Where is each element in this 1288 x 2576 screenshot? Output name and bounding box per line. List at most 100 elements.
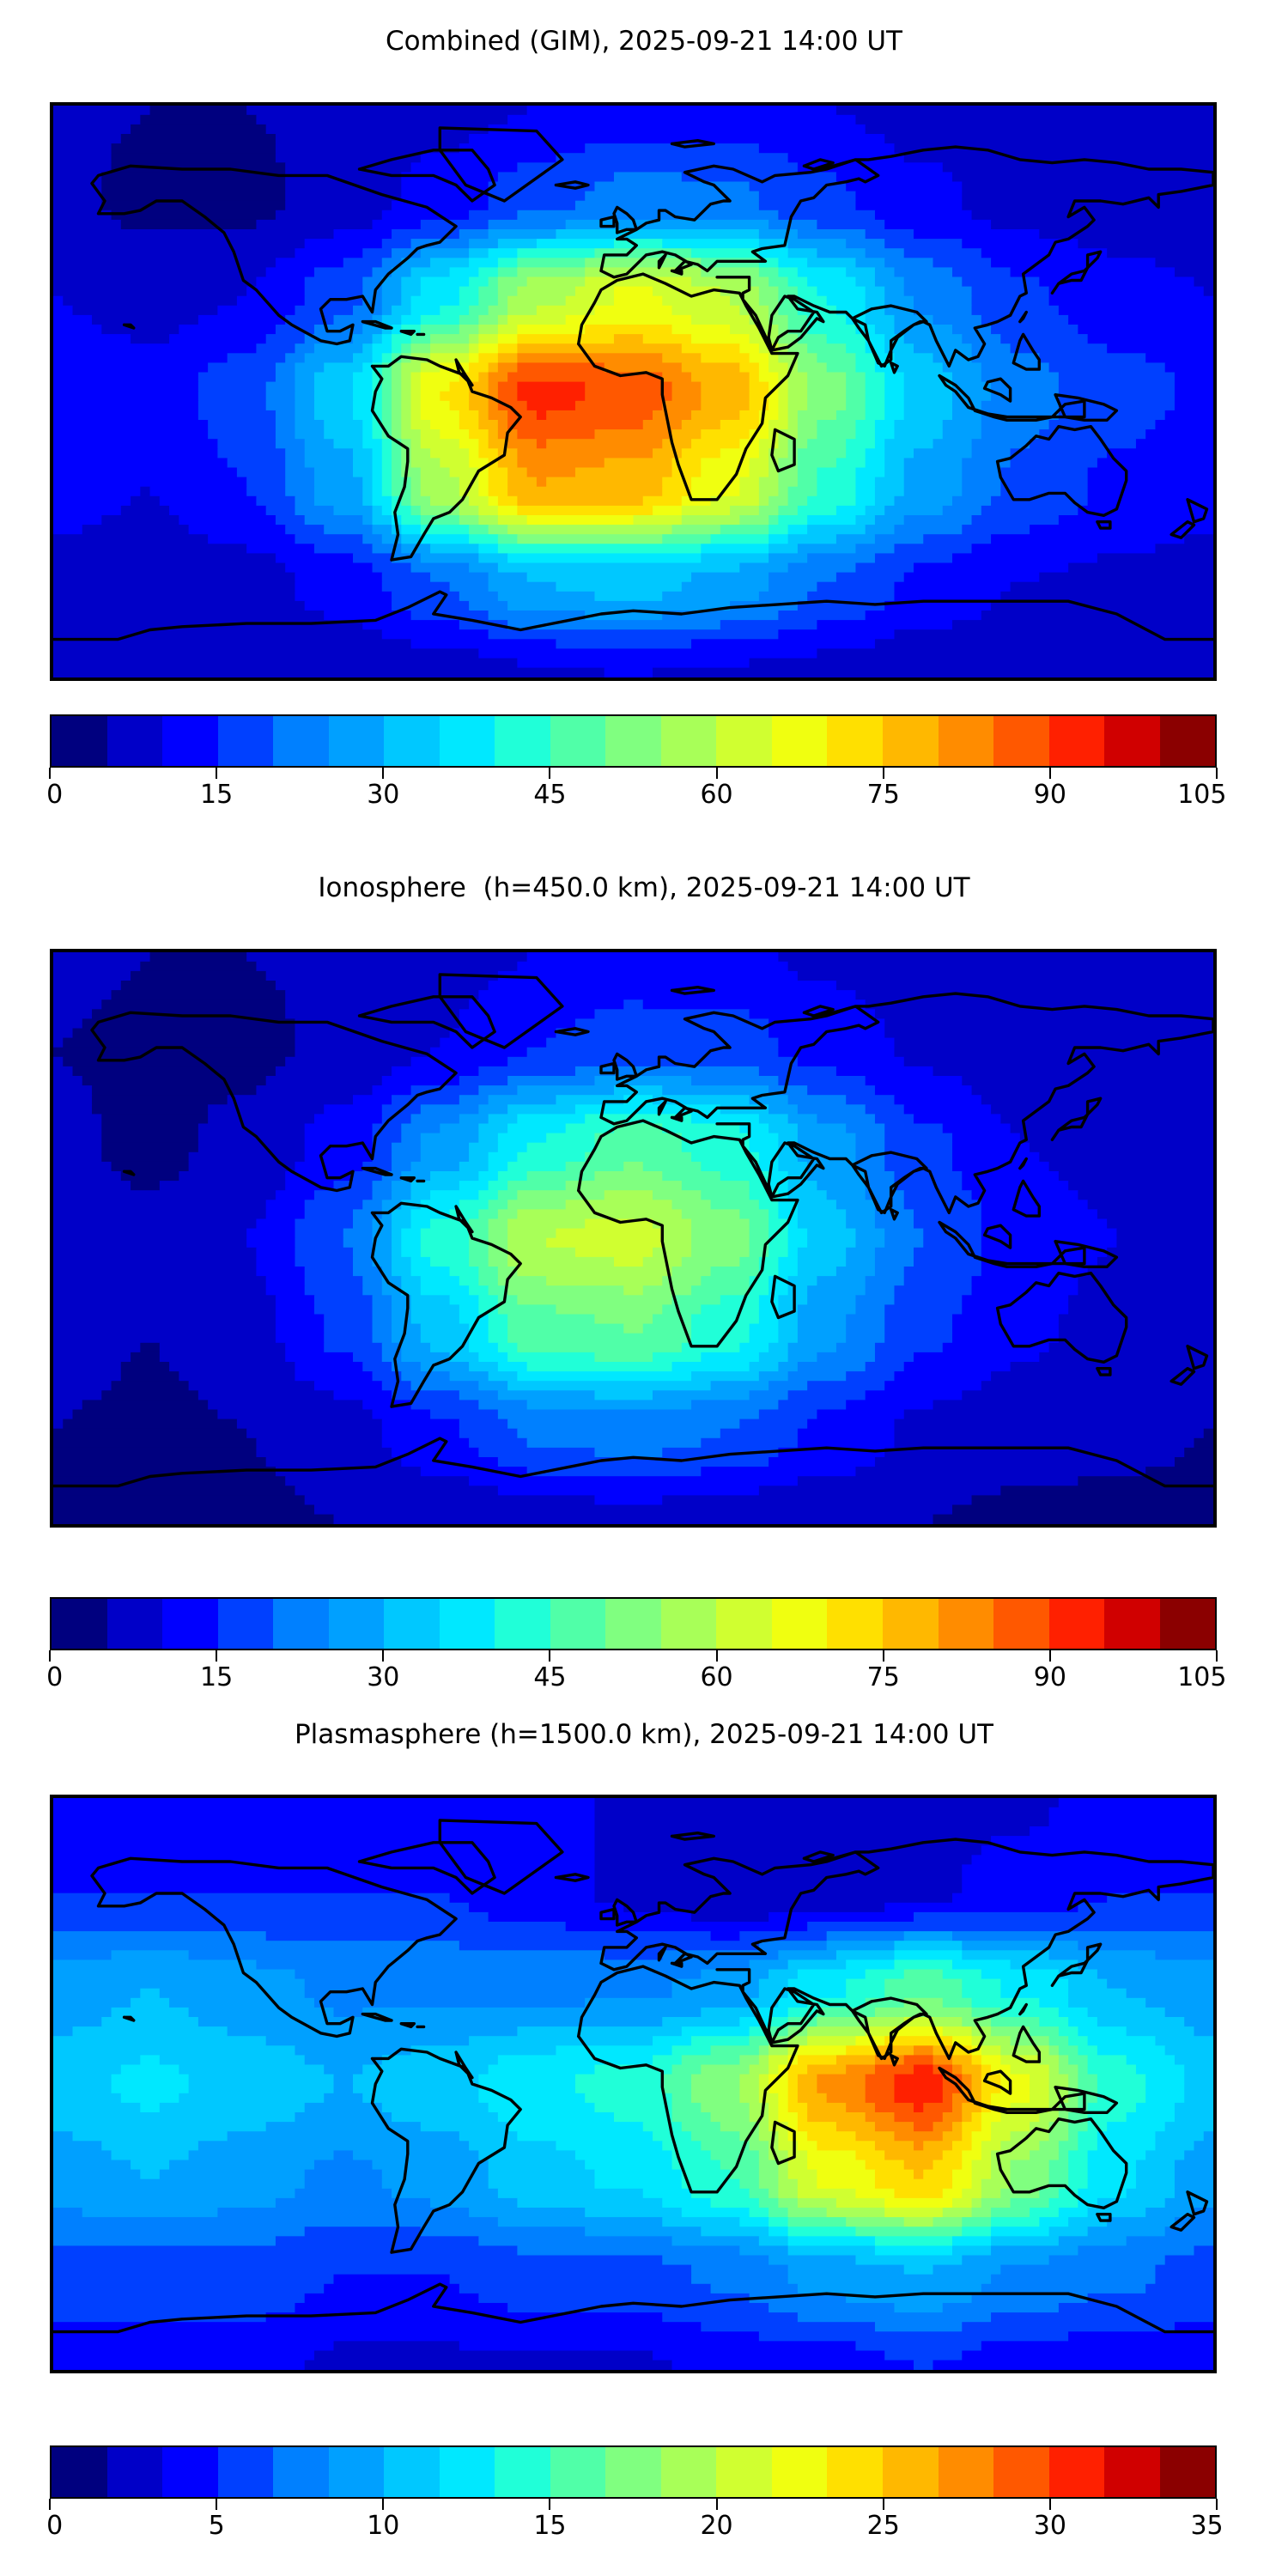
colorbar-band [328,716,385,766]
colorbar-tick-label: 0 [46,780,64,810]
colorbar-band [1104,2447,1160,2497]
colorbar-band [52,716,107,766]
colorbar-band [52,1599,107,1649]
colorbar-band [106,1599,163,1649]
colorbar-tick [1216,2499,1218,2510]
colorbar-band [1048,2447,1105,2497]
colorbar-tick [549,768,551,779]
colorbar-band [106,2447,163,2497]
colorbar-tick-label: 30 [367,780,400,810]
colorbar-band [1104,1599,1160,1649]
colorbar-tick-label: 90 [1033,1662,1066,1692]
colorbar-tick [216,2499,218,2510]
colorbar-tick-label: 25 [866,2511,900,2541]
contour-field-combined [53,106,1213,677]
colorbar-tick [382,768,385,779]
panel-title-plasmasphere: Plasmasphere (h=1500.0 km), 2025-09-21 1… [294,1719,993,1750]
colorbar-tick [715,768,718,779]
map-ionosphere [50,949,1217,1528]
coastlines-ionosphere [53,973,1213,1488]
colorbar-band [384,2447,440,2497]
contour-field-plasmasphere [53,1798,1213,2370]
colorbar-tick [49,1650,51,1662]
colorbar-tick-label: 5 [208,2511,225,2541]
colorbar-tick [1048,2499,1051,2510]
colorbar-tick [382,1650,385,1662]
coastlines-combined [53,126,1213,641]
colorbar-band [162,2447,218,2497]
colorbar-band [162,716,218,766]
colorbar-band [439,716,495,766]
colorbar-band [716,2447,772,2497]
colorbar-tick [549,2499,551,2510]
colorbar-band [827,1599,883,1649]
colorbar-tick-label: 0 [46,2511,64,2541]
colorbar-band [1104,716,1160,766]
colorbar-tick-label: 105 [1177,780,1227,810]
colorbar-tick [1216,1650,1218,1662]
colorbar-band [217,2447,274,2497]
colorbar-tick-label: 60 [700,1662,733,1692]
panel-title-ionosphere: Ionosphere (h=450.0 km), 2025-09-21 14:0… [318,872,970,903]
colorbar-tick-label: 90 [1033,780,1066,810]
colorbar-ionosphere [50,1597,1217,1650]
colorbar-band [716,1599,772,1649]
colorbar-band [993,716,1049,766]
contour-field-ionosphere [53,952,1213,1524]
colorbar-tick-label: 45 [533,1662,567,1692]
colorbar-band [52,2447,107,2497]
colorbar-band [495,2447,550,2497]
colorbar-band [605,716,661,766]
colorbar-tick-label: 20 [700,2511,733,2541]
colorbar-band [605,1599,661,1649]
colorbar-wrap-plasmasphere: 0 5 10 15 20 25 30 35 [46,2445,1224,2543]
colorbar-tick-label: 15 [200,1662,234,1692]
colorbar-tick [882,1650,884,1662]
colorbar-axis-combined: 0 15 30 45 60 75 90 105 [46,768,1226,812]
colorbar-band [384,716,440,766]
colorbar-band [495,1599,550,1649]
colorbar-tick-label: 0 [46,1662,64,1692]
colorbar-tick-label: 45 [533,780,567,810]
colorbar-tick [882,768,884,779]
colorbar-band [1159,2447,1216,2497]
colorbar-band [605,2447,661,2497]
colorbar-tick-label: 30 [367,1662,400,1692]
map-combined [50,102,1217,681]
colorbar-band [550,716,606,766]
colorbar-tick-label: 15 [533,2511,567,2541]
colorbar-tick [715,1650,718,1662]
colorbar-band [882,2447,939,2497]
colorbar-band [273,2447,329,2497]
colorbar-band [1159,1599,1216,1649]
colorbar-band [1048,1599,1105,1649]
colorbar-band [882,1599,939,1649]
colorbar-band [217,1599,274,1649]
colorbar-tick-label: 35 [1190,2511,1224,2541]
colorbar-band [771,2447,828,2497]
colorbar-tick-label: 60 [700,780,733,810]
map-svg-plasmasphere [53,1798,1213,2370]
colorbar-band [550,2447,606,2497]
colorbar-tick [715,2499,718,2510]
colorbar-band [495,716,550,766]
colorbar-tick [882,2499,884,2510]
colorbar-tick-label: 30 [1033,2511,1066,2541]
colorbar-tick [382,2499,385,2510]
colorbar-band [882,716,939,766]
colorbar-band [162,1599,218,1649]
colorbar-band [273,1599,329,1649]
colorbar-band [106,716,163,766]
colorbar-band [993,1599,1049,1649]
colorbar-band [1048,716,1105,766]
colorbar-band [384,1599,440,1649]
colorbar-band [273,716,329,766]
colorbar-band [550,1599,606,1649]
colorbar-band [1159,716,1216,766]
colorbar-wrap-ionosphere: 0 15 30 45 60 75 90 105 [46,1597,1226,1695]
coastlines-plasmasphere [53,1819,1213,2334]
colorbar-combined [50,714,1217,768]
colorbar-tick-label: 75 [866,780,900,810]
colorbar-band [660,716,717,766]
colorbar-plasmasphere [50,2445,1217,2499]
